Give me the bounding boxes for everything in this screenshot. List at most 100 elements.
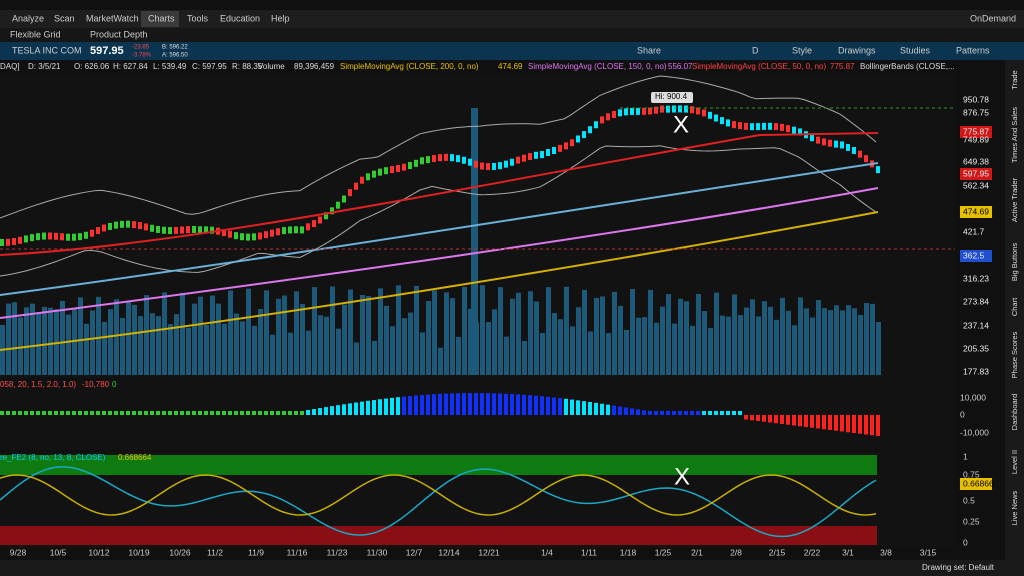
histogram-bar	[432, 394, 436, 415]
price-label: 421.7	[963, 226, 985, 236]
histogram-bar	[792, 415, 796, 426]
histogram-bar	[384, 398, 388, 415]
candle	[288, 226, 292, 234]
side-tab[interactable]: Dashboard	[1010, 394, 1019, 431]
side-tab[interactable]: Phase Scores	[1010, 331, 1019, 378]
menu-item[interactable]: Tools	[187, 13, 209, 23]
high-marker: Hi: 900.4	[655, 92, 688, 101]
candle	[186, 226, 190, 234]
side-tab[interactable]: Chart	[1010, 297, 1019, 316]
candle	[816, 136, 820, 144]
period-button[interactable]: D	[752, 45, 759, 55]
drawing-set[interactable]: Drawing set: Default	[922, 563, 995, 572]
volume-bar	[342, 304, 347, 375]
candle	[372, 170, 376, 178]
candle	[666, 105, 670, 113]
date-label: 12/14	[438, 547, 460, 557]
menu-active	[141, 11, 179, 27]
volume-bar	[486, 322, 491, 375]
candle	[30, 234, 34, 242]
histogram-bar	[570, 399, 574, 415]
menu-item[interactable]: Scan	[54, 13, 75, 23]
volume-bar	[138, 316, 143, 375]
studies-button[interactable]: Studies	[900, 45, 931, 55]
volume-bar	[480, 285, 485, 375]
histogram-bar	[18, 411, 22, 415]
menu-item[interactable]: Help	[271, 13, 290, 23]
side-tab[interactable]: Big Buttons	[1010, 243, 1019, 282]
histogram-bar	[714, 411, 718, 415]
candle	[6, 238, 10, 246]
menu-item[interactable]: Analyze	[12, 13, 44, 23]
price-label: 205.35	[963, 343, 989, 353]
last-price: 597.95	[90, 45, 124, 57]
side-tab[interactable]: Level II	[1010, 450, 1019, 474]
candle	[606, 113, 610, 121]
volume-bar	[498, 287, 503, 375]
histogram-bar	[528, 395, 532, 415]
side-tab[interactable]: Times And Sales	[1010, 107, 1019, 163]
histogram-bar	[264, 411, 268, 415]
volume-bar	[384, 305, 389, 375]
menu-item[interactable]: Education	[220, 13, 260, 23]
study-label: D: 3/5/21	[28, 62, 61, 71]
volume-bar	[288, 332, 293, 375]
histogram-bar	[750, 415, 754, 421]
candle	[378, 168, 382, 176]
on-demand[interactable]: OnDemand	[970, 13, 1016, 23]
oscillator-axis-label: 0.5	[963, 495, 975, 505]
flexible-grid[interactable]: Flexible Grid	[10, 29, 61, 39]
histogram-bar	[300, 411, 304, 415]
menu-item[interactable]: Charts	[148, 13, 175, 23]
volume-bar	[702, 311, 707, 375]
study-label: re_FE2 (8, no, 13, 8, CLOSE)	[0, 453, 106, 462]
histogram-bar	[36, 411, 40, 415]
volume-bar	[762, 301, 767, 375]
study-label: Volume	[258, 62, 285, 71]
price-flag	[960, 126, 992, 138]
candle	[708, 111, 712, 119]
histogram-bar	[780, 415, 784, 424]
histogram-bar	[150, 411, 154, 415]
side-tab[interactable]: Active Trader	[1010, 177, 1019, 222]
volume-bar	[564, 286, 569, 375]
candle	[354, 182, 358, 190]
cycle-line	[0, 466, 877, 538]
volume-bar	[438, 347, 443, 375]
side-tab[interactable]: Live News	[1010, 490, 1019, 525]
volume-bar	[660, 306, 665, 375]
product-depth[interactable]: Product Depth	[90, 29, 148, 39]
candle	[156, 225, 160, 233]
drawings-button[interactable]: Drawings	[838, 45, 876, 55]
histogram-bar	[708, 411, 712, 415]
price-plot	[0, 75, 955, 351]
volume-bar	[546, 287, 551, 375]
share-button[interactable]: Share	[637, 45, 661, 55]
histogram-bar	[816, 415, 820, 429]
histogram-bar	[558, 398, 562, 415]
menu-item[interactable]: MarketWatch	[86, 13, 139, 23]
candle	[102, 224, 106, 232]
histogram-axis-label: 10,000	[960, 392, 986, 402]
date-label: 11/23	[327, 547, 348, 557]
histogram-bar	[492, 393, 496, 415]
date-label: 10/12	[88, 547, 110, 557]
candle	[654, 106, 658, 114]
patterns-button[interactable]: Patterns	[956, 45, 990, 55]
side-tab[interactable]: Trade	[1010, 70, 1019, 89]
candle	[810, 134, 814, 142]
candle	[720, 117, 724, 125]
symbol-name: TESLA INC COM	[12, 45, 82, 55]
date-label: 3/15	[920, 547, 937, 557]
histogram-bar	[288, 411, 292, 415]
histogram-bar	[576, 400, 580, 415]
volume-bar	[828, 310, 833, 375]
histogram-bar	[684, 411, 688, 415]
candle	[492, 162, 496, 170]
style-button[interactable]: Style	[792, 45, 812, 55]
volume-bar	[90, 310, 95, 375]
volume-bar	[276, 298, 281, 375]
histogram-axis-label: 0	[960, 409, 965, 419]
candle	[96, 227, 100, 235]
